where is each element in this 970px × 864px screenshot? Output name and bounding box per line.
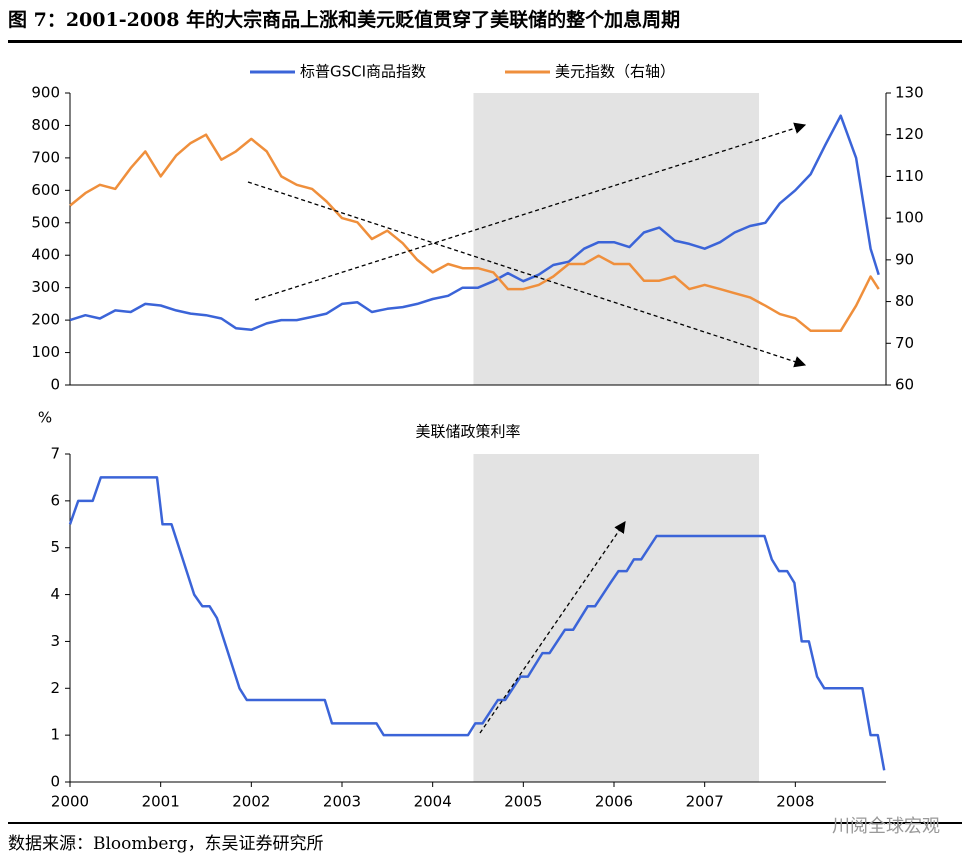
y2-tick-label: 80 [895,292,914,310]
y-tick-label: 0 [50,376,60,394]
source-note: 数据来源：Bloomberg，东吴证券研究所 [8,822,962,862]
x-tick-label: 2003 [323,793,361,811]
x-tick-label: 2001 [142,793,180,811]
y-tick-label: 6 [50,491,60,509]
shaded-period [473,454,760,782]
y2-tick-label: 130 [895,84,924,102]
x-tick-label: 2007 [686,793,724,811]
chart-title: 美联储政策利率 [415,423,520,441]
shaded-period [473,93,760,385]
y-tick-label: 2 [50,679,60,697]
y2-tick-label: 110 [895,167,924,185]
y2-tick-label: 70 [895,334,914,352]
x-tick-label: 2000 [51,793,89,811]
legend-label: 美元指数（右轴） [555,63,675,81]
watermark: 川阅全球宏观 [832,816,940,837]
y-axis-label: % [38,409,52,427]
legend-label: 标普GSCI商品指数 [300,63,426,81]
y-tick-label: 800 [31,116,60,134]
trend-arrow [479,521,626,734]
x-tick-label: 2005 [504,793,542,811]
trend-arrow [254,122,807,301]
y-tick-label: 7 [50,445,60,463]
y-tick-label: 700 [31,148,60,166]
page-title: 图 7：2001-2008 年的大宗商品上涨和美元贬值贯穿了美联储的整个加息周期 [8,6,962,43]
y-tick-label: 900 [31,84,60,102]
y-tick-label: 500 [31,213,60,231]
y-tick-label: 1 [50,726,60,744]
y-tick-label: 5 [50,538,60,556]
y-tick-label: 3 [50,632,60,650]
series-line [68,476,886,771]
y-tick-label: 200 [31,311,60,329]
y-tick-label: 100 [31,343,60,361]
series-line [69,114,880,332]
x-tick-label: 2008 [776,793,814,811]
y-tick-label: 400 [31,246,60,264]
y2-tick-label: 100 [895,209,924,227]
x-tick-label: 2002 [232,793,270,811]
series-line [69,133,880,333]
y2-tick-label: 90 [895,250,914,268]
x-tick-label: 2006 [595,793,633,811]
y-tick-label: 4 [50,585,60,603]
y-tick-label: 0 [50,773,60,791]
y-tick-label: 300 [31,278,60,296]
y2-tick-label: 120 [895,125,924,143]
y-tick-label: 600 [31,181,60,199]
y2-tick-label: 60 [895,376,914,394]
x-tick-label: 2004 [414,793,452,811]
